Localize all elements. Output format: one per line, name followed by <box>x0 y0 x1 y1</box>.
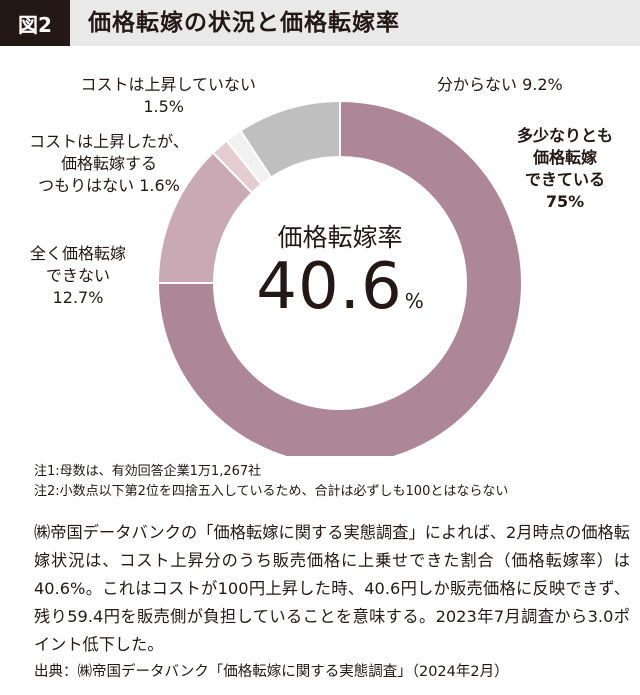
figure-number: 図2 <box>0 0 70 46</box>
label-no-rise-line1: コストは上昇していない <box>80 75 256 94</box>
label-none: 全く価格転嫁 できない 12.7% <box>18 243 138 309</box>
notes: 注1:母数は、有効回答企業1万1,267社 注2:小数点以下第2位を四捨五入して… <box>34 462 508 502</box>
note-2: 注2:小数点以下第2位を四捨五入しているため、合計は必ずしも100とはならない <box>34 484 509 499</box>
source: 出典：㈱帝国データバンク「価格転嫁に関する実態調査」（2024年2月） <box>34 664 509 680</box>
center-value: 40.6% <box>230 250 450 324</box>
center-value-number: 40.6 <box>256 250 403 324</box>
label-unknown: 分からない 9.2% <box>437 75 563 94</box>
center-title: 価格転嫁率 <box>277 223 403 252</box>
label-no-intent-line3: つもりはない 1.6% <box>38 176 180 195</box>
figure-title: 価格転嫁の状況と価格転嫁率 <box>88 10 400 36</box>
donut-slice-4 <box>239 99 341 179</box>
label-passed-line2: 価格転嫁 <box>532 148 597 167</box>
label-no-rise: コストは上昇していない 1.5% <box>40 74 256 118</box>
label-no-intent-line1: コストは上昇したが、 <box>29 132 189 151</box>
center-value-unit: % <box>404 289 424 313</box>
donut-slice-0 <box>156 99 523 456</box>
label-none-line3: 12.7% <box>52 288 104 307</box>
body-text: ㈱帝国データバンクの「価格転嫁に関する実態調査」によれば、2月時点の価格転嫁状況… <box>34 523 630 654</box>
label-passed: 多少なりとも 価格転嫁 できている 75% <box>505 125 625 213</box>
label-no-rise-line2: 1.5% <box>143 97 184 116</box>
donut-chart <box>156 99 523 456</box>
label-none-line2: できない <box>45 266 110 285</box>
label-passed-line1: 多少なりとも <box>516 126 613 145</box>
label-passed-line4: 75% <box>545 192 585 211</box>
label-no-intent: コストは上昇したが、 価格転嫁する つもりはない 1.6% <box>14 131 204 197</box>
figure-header: 図2 価格転嫁の状況と価格転嫁率 <box>0 0 640 46</box>
note-1: 注1:母数は、有効回答企業1万1,267社 <box>34 464 262 479</box>
label-no-intent-line2: 価格転嫁する <box>60 154 157 173</box>
label-passed-line3: できている <box>524 170 605 189</box>
label-none-line1: 全く価格転嫁 <box>29 244 126 263</box>
